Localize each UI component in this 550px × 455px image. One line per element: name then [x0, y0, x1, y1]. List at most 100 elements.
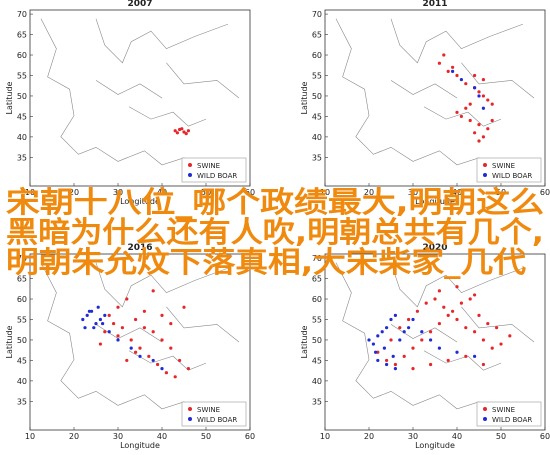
- data-point: [411, 346, 415, 350]
- x-axis-label: Longitude: [415, 197, 455, 206]
- x-tick-label: 40: [452, 188, 462, 197]
- data-point: [420, 330, 424, 334]
- x-axis-label: Longitude: [415, 441, 455, 450]
- y-tick-label: 35: [312, 397, 322, 406]
- x-tick-label: 10: [25, 432, 35, 441]
- x-tick-label: 30: [408, 188, 418, 197]
- y-tick-label: 70: [312, 254, 322, 263]
- x-tick-label: 50: [496, 432, 506, 441]
- data-point: [481, 106, 485, 110]
- data-point: [455, 73, 459, 78]
- data-point: [90, 309, 94, 313]
- data-point: [116, 334, 120, 338]
- data-point: [178, 358, 182, 363]
- data-point: [455, 110, 459, 114]
- data-point: [98, 317, 102, 322]
- data-point: [446, 69, 450, 73]
- legend-box: [476, 157, 542, 183]
- data-point: [486, 127, 490, 131]
- y-tick-label: 65: [312, 275, 322, 284]
- legend-box: [476, 401, 542, 427]
- y-axis-label: Latitude: [300, 325, 309, 358]
- data-point: [169, 321, 173, 326]
- axes-frame: [29, 253, 251, 431]
- data-point: [459, 301, 463, 305]
- x-tick-label: 50: [496, 188, 506, 197]
- y-tick-label: 65: [17, 275, 27, 284]
- data-point: [442, 53, 446, 57]
- data-point: [437, 289, 441, 293]
- legend-label: WILD BOAR: [492, 172, 532, 180]
- y-tick-label: 70: [17, 10, 27, 19]
- y-tick-label: 45: [17, 356, 27, 365]
- data-point: [398, 338, 402, 342]
- data-point: [129, 338, 133, 342]
- y-axis-label: Latitude: [5, 81, 14, 114]
- data-point: [151, 358, 155, 363]
- x-tick-label: 30: [113, 432, 123, 441]
- x-tick-label: 50: [201, 432, 211, 441]
- y-tick-label: 55: [312, 315, 322, 324]
- data-point: [134, 317, 138, 322]
- y-tick-label: 50: [312, 336, 322, 345]
- x-tick-label: 10: [25, 188, 35, 197]
- x-axis-label: Longitude: [120, 441, 160, 450]
- data-point: [376, 358, 380, 363]
- legend-marker: [188, 417, 192, 421]
- data-point: [151, 330, 155, 334]
- data-point: [508, 334, 512, 338]
- y-axis-label: Latitude: [5, 325, 14, 358]
- data-point: [103, 313, 107, 317]
- data-point: [87, 309, 91, 313]
- data-point: [380, 330, 384, 334]
- data-point: [103, 330, 107, 334]
- data-point: [411, 367, 415, 371]
- x-tick-label: 60: [540, 432, 550, 441]
- data-point: [175, 131, 179, 135]
- data-point: [407, 326, 411, 330]
- data-point: [393, 367, 397, 371]
- data-point: [160, 313, 164, 317]
- data-point: [385, 358, 389, 363]
- data-point: [180, 127, 184, 131]
- legend-box: [181, 157, 247, 183]
- data-point: [464, 106, 468, 110]
- y-tick-label: 65: [312, 31, 322, 40]
- data-point: [420, 338, 424, 342]
- data-point: [142, 309, 146, 313]
- legend-marker: [188, 173, 192, 177]
- x-tick-label: 20: [69, 432, 79, 441]
- data-point: [402, 354, 406, 358]
- data-point: [451, 65, 455, 69]
- data-point: [134, 350, 138, 354]
- data-point: [374, 350, 378, 354]
- legend-marker: [188, 163, 192, 167]
- y-tick-label: 55: [312, 71, 322, 80]
- data-point: [182, 130, 186, 134]
- legend-marker: [483, 407, 487, 411]
- axes-frame: [324, 253, 546, 431]
- data-point: [367, 338, 371, 342]
- data-point: [92, 326, 96, 330]
- y-tick-label: 50: [312, 92, 322, 101]
- data-point: [402, 330, 406, 334]
- data-point: [473, 354, 477, 358]
- y-tick-label: 45: [312, 356, 322, 365]
- data-point: [164, 371, 168, 375]
- legend-label: SWINE: [492, 162, 515, 170]
- data-point: [184, 132, 188, 136]
- data-point: [407, 317, 411, 322]
- data-point: [495, 326, 499, 330]
- x-tick-label: 60: [245, 432, 255, 441]
- overlay-text: 黑暗为什么还有人吹,明朝总共有几个,: [6, 215, 544, 249]
- x-tick-label: 60: [540, 188, 550, 197]
- data-point: [116, 338, 120, 342]
- data-point: [389, 338, 393, 342]
- data-point: [451, 69, 455, 73]
- y-tick-label: 40: [312, 133, 322, 142]
- data-point: [477, 313, 481, 317]
- data-point: [385, 362, 389, 367]
- data-point: [85, 313, 89, 317]
- data-point: [376, 334, 380, 338]
